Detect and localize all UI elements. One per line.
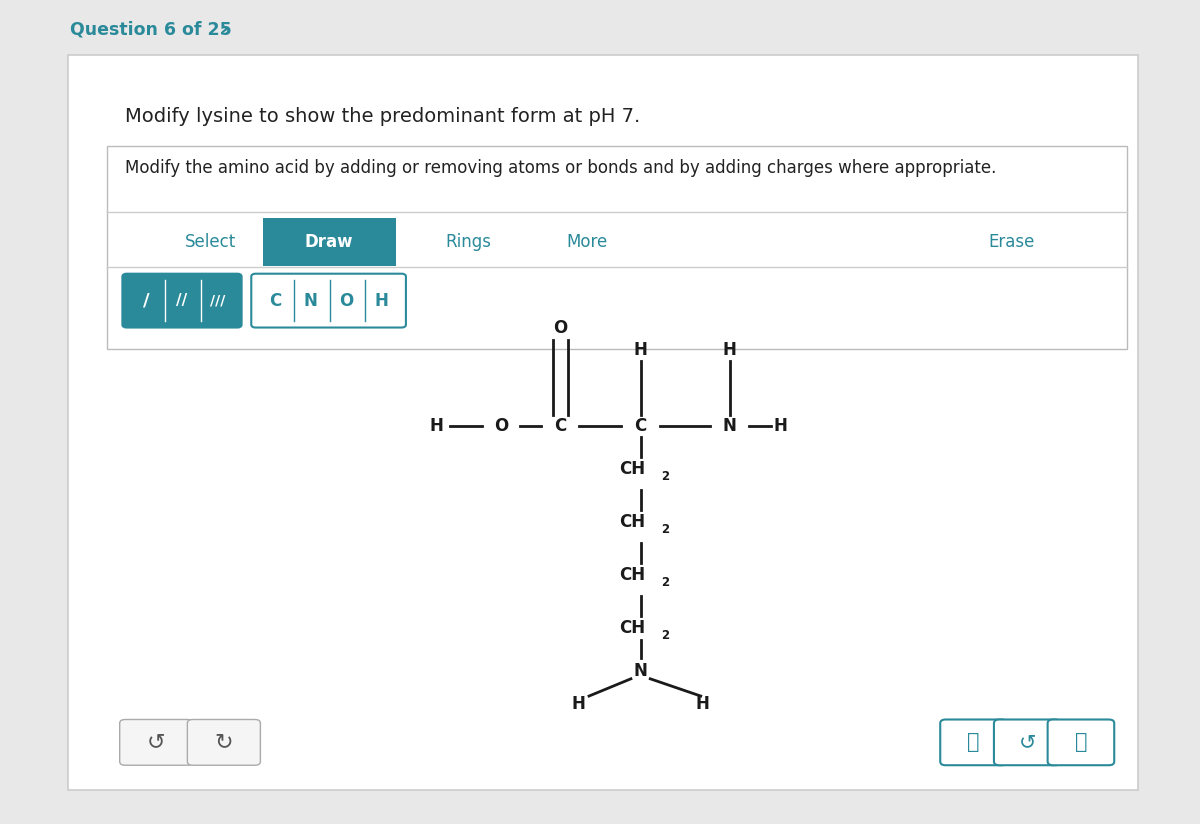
Text: H: H [374,292,389,310]
Text: ///: /// [210,293,226,307]
Text: //: // [176,293,187,308]
FancyBboxPatch shape [994,719,1061,765]
Text: /: / [143,292,150,310]
Text: ↻: ↻ [215,733,233,752]
Text: ⧗: ⧗ [1075,733,1087,752]
Text: N: N [634,662,648,680]
Text: N: N [722,417,737,435]
FancyBboxPatch shape [120,719,193,765]
Text: CH: CH [619,619,646,637]
Text: C: C [554,417,566,435]
FancyBboxPatch shape [122,274,241,327]
Text: CH: CH [619,566,646,584]
Text: H: H [773,417,787,435]
Text: 2: 2 [661,470,670,483]
Text: ›: › [220,19,229,39]
FancyBboxPatch shape [187,719,260,765]
Text: Draw: Draw [305,232,353,250]
Text: 2: 2 [661,629,670,642]
Text: ↺: ↺ [1019,733,1036,752]
FancyBboxPatch shape [251,274,406,327]
Text: Modify lysine to show the predominant form at pH 7.: Modify lysine to show the predominant fo… [125,107,641,126]
Text: H: H [696,695,710,713]
Text: H: H [722,341,737,359]
Text: C: C [269,292,282,310]
Text: O: O [553,319,568,337]
Text: O: O [340,292,354,310]
Text: ↺: ↺ [146,733,166,752]
FancyBboxPatch shape [68,55,1138,789]
Text: More: More [566,232,607,250]
Text: Select: Select [185,232,236,250]
Text: H: H [430,417,444,435]
Text: C: C [635,417,647,435]
FancyBboxPatch shape [941,719,1007,765]
Text: 2: 2 [661,576,670,589]
Text: Modify the amino acid by adding or removing atoms or bonds and by adding charges: Modify the amino acid by adding or remov… [125,159,996,177]
Text: N: N [304,292,318,310]
Text: CH: CH [619,513,646,531]
FancyBboxPatch shape [107,146,1127,349]
Text: 2: 2 [661,522,670,536]
Text: Erase: Erase [988,232,1034,250]
Text: Rings: Rings [445,232,492,250]
Text: H: H [634,341,648,359]
Text: Question 6 of 25: Question 6 of 25 [70,21,232,39]
Text: O: O [494,417,508,435]
Text: CH: CH [619,460,646,478]
Text: ⧖: ⧖ [967,733,979,752]
FancyBboxPatch shape [1048,719,1115,765]
FancyBboxPatch shape [263,218,396,266]
Text: H: H [571,695,586,713]
